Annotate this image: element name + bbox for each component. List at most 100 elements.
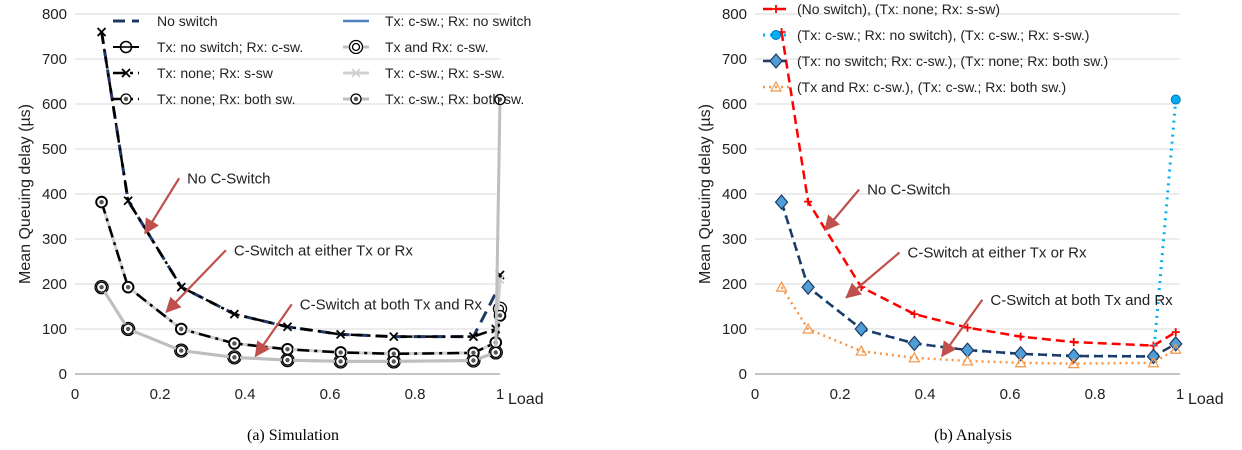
y-axis-label: Mean Queuing delay (µs) — [697, 104, 714, 284]
data-point — [908, 351, 921, 363]
series-line — [780, 286, 1177, 365]
data-point-dot — [179, 326, 184, 332]
y-axis-label: Mean Queuing delay (µs) — [17, 104, 34, 284]
legend-label: Tx: none; Rx: both sw. — [157, 91, 296, 107]
legend-label: (Tx: c-sw.; Rx: no switch), (Tx: c-sw.; … — [797, 27, 1089, 43]
y-tick-label: 200 — [42, 276, 67, 293]
legend-item: (No switch), (Tx: none; Rx: s-sw) — [763, 1, 1000, 17]
legend-marker — [771, 30, 781, 40]
data-point-dot — [338, 350, 343, 355]
legend-label: Tx: none; Rx: s-sw — [157, 65, 274, 81]
y-tick-label: 800 — [722, 6, 747, 23]
data-point-dot — [471, 350, 476, 356]
data-point — [801, 279, 815, 296]
annotation: C-Switch at either Tx or Rx — [845, 245, 1087, 299]
y-tick-label: 400 — [42, 186, 67, 203]
series-3 — [774, 194, 1183, 365]
y-tick-label: 400 — [722, 186, 747, 203]
series-line — [100, 31, 502, 339]
y-tick-label: 0 — [59, 366, 67, 383]
series-line — [100, 99, 502, 363]
data-point — [1013, 345, 1028, 362]
data-point — [963, 323, 972, 332]
annotation-label: C-Switch at either Tx or Rx — [908, 245, 1087, 262]
legend-item: No switch — [113, 13, 218, 29]
data-point — [855, 344, 868, 356]
series-3 — [95, 195, 507, 361]
data-point — [335, 329, 346, 340]
x-tick-label: 0.4 — [915, 386, 936, 403]
data-point-dot — [232, 341, 237, 346]
y-tick-label: 500 — [722, 141, 747, 158]
data-point-dot — [179, 348, 184, 353]
data-point-dot — [338, 359, 343, 364]
y-tick-label: 100 — [42, 321, 67, 338]
legend-label: Tx: c-sw.; Rx: no switch — [385, 13, 531, 29]
legend-marker — [121, 68, 131, 78]
data-point — [1014, 356, 1027, 368]
chart-simulation: 0 100 200 300 400 500 600 700 800 0 0.2 0.4 0.6 0.8 1 L… — [17, 6, 544, 444]
data-point — [1067, 357, 1080, 369]
series-line — [780, 99, 1178, 358]
legend-marker — [348, 39, 364, 55]
legend: (No switch), (Tx: none; Rx: s-sw) (Tx: c-… — [763, 1, 1108, 95]
data-point — [1171, 328, 1180, 337]
annotation-label: No C-Switch — [187, 170, 270, 187]
legend-item: Tx: none; Rx: both sw. — [113, 91, 296, 107]
annotation: C-Switch at both Tx and Rx — [254, 296, 483, 358]
annotation: No C-Switch — [824, 182, 950, 232]
y-tick-label: 100 — [722, 321, 747, 338]
y-tick-label: 600 — [42, 96, 67, 113]
data-point — [854, 321, 869, 337]
x-tick-label: 1 — [496, 386, 504, 403]
data-point — [961, 354, 974, 366]
x-tick-label: 0 — [751, 386, 759, 403]
x-axis-label: Load — [508, 391, 544, 408]
legend-item: Tx and Rx: c-sw. — [343, 39, 488, 55]
data-point — [907, 335, 922, 352]
data-point-dot — [493, 350, 498, 355]
series-4 — [94, 279, 508, 369]
data-point-dot — [125, 284, 131, 290]
data-point — [775, 280, 788, 292]
data-point-dot — [99, 284, 104, 290]
legend-marker — [351, 68, 361, 78]
data-point — [123, 196, 133, 206]
data-point — [1169, 343, 1182, 354]
x-tick-label: 0.8 — [1085, 386, 1106, 403]
legend-label: Tx: c-sw.; Rx: both sw. — [385, 91, 524, 107]
y-tick-label: 200 — [722, 276, 747, 293]
legend-marker-dot — [353, 96, 359, 102]
data-point — [389, 332, 399, 342]
x-tick-label: 0.6 — [320, 386, 341, 403]
legend-item: (Tx: no switch; Rx: c-sw.), (Tx: none; R… — [763, 53, 1108, 69]
y-tick-label: 500 — [42, 141, 67, 158]
legend-label: Tx and Rx: c-sw. — [385, 39, 488, 55]
data-point-dot — [125, 326, 131, 332]
data-point — [804, 197, 813, 206]
y-tick-label: 0 — [739, 366, 747, 383]
data-point — [176, 282, 186, 292]
legend-label: No switch — [157, 13, 218, 29]
data-point — [1016, 332, 1025, 341]
legend-item: Tx: no switch; Rx: c-sw. — [113, 39, 303, 55]
y-tick-label: 700 — [722, 51, 747, 68]
annotation-label: C-Switch at both Tx and Rx — [300, 296, 483, 313]
annotation-arrow — [824, 188, 860, 232]
x-tick-label: 0 — [71, 386, 79, 403]
data-point — [1146, 348, 1161, 365]
legend-marker — [769, 53, 783, 69]
data-point-dot — [285, 347, 290, 352]
series-line — [100, 201, 501, 355]
annotation: No C-Switch — [144, 170, 270, 235]
legend-marker-inner — [351, 42, 361, 52]
annotation-arrow — [254, 303, 293, 358]
data-point — [802, 322, 815, 334]
x-tick-label: 0.2 — [150, 386, 171, 403]
data-point — [468, 332, 479, 342]
data-point — [1066, 348, 1081, 364]
legend-marker-dot — [123, 96, 129, 102]
data-point — [1170, 94, 1181, 105]
legend-marker — [772, 5, 780, 13]
